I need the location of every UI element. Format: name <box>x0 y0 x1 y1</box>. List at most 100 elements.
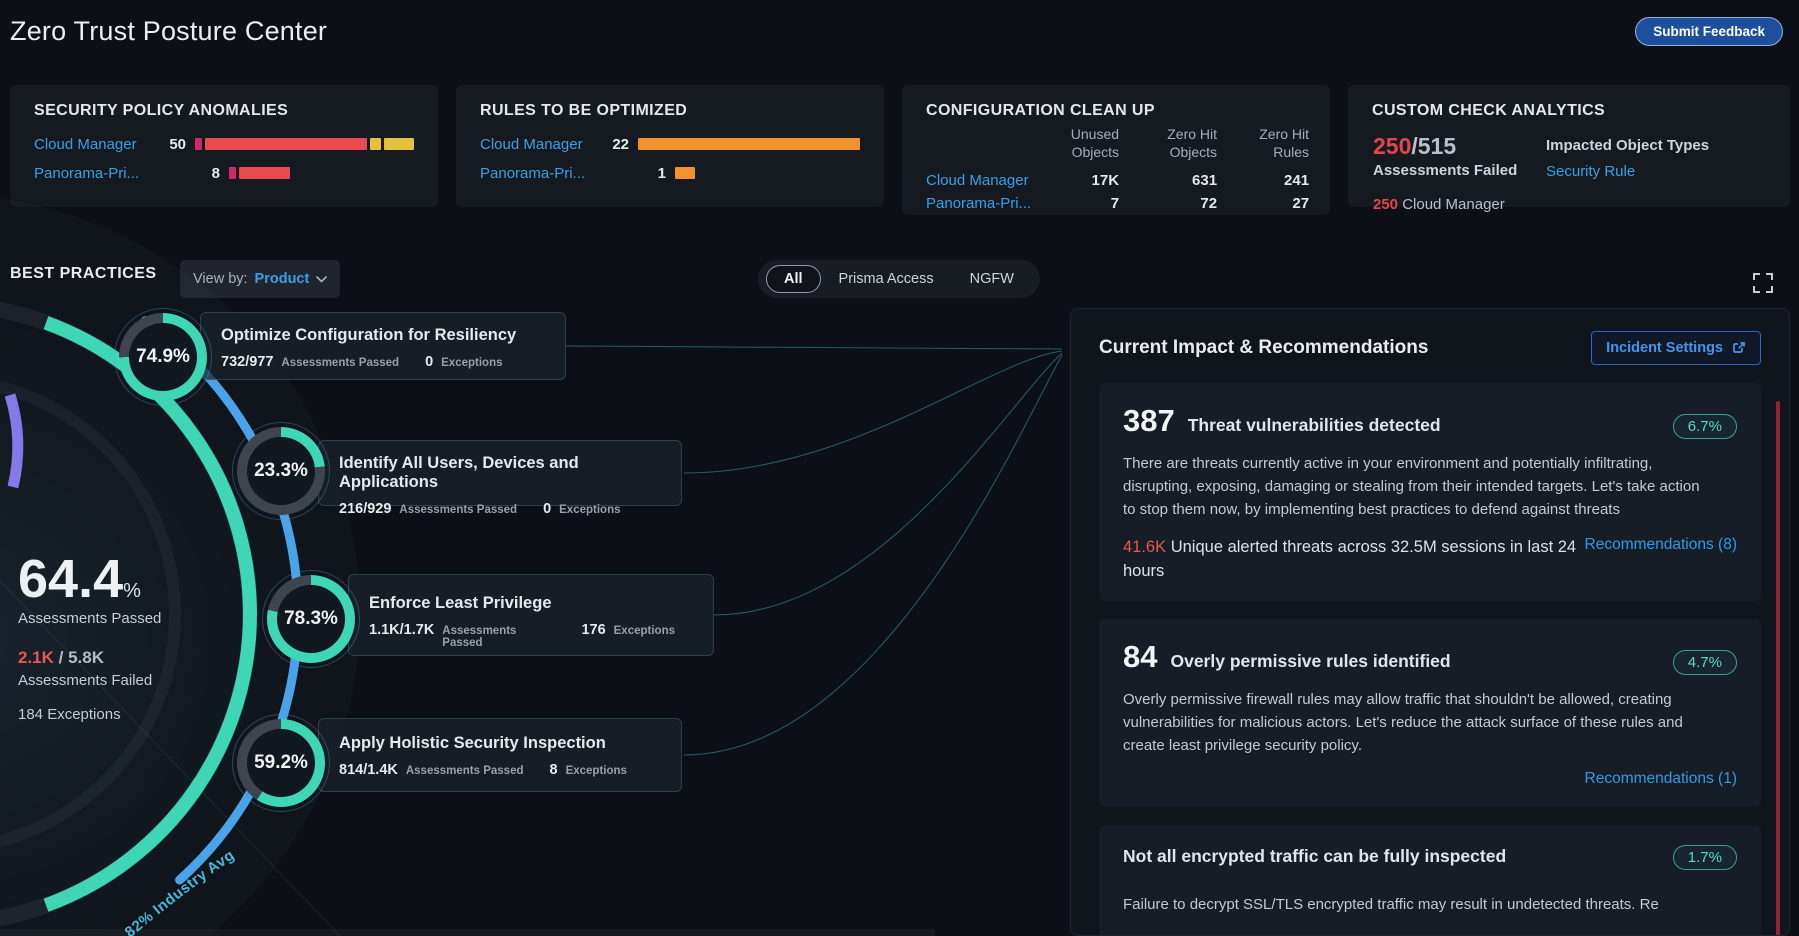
practice-ring-enforce-least-privilege: 78.3% <box>262 570 360 668</box>
configuration-clean-up-card: CONFIGURATION CLEAN UP Unused Objects Ze… <box>902 85 1330 215</box>
panorama-link[interactable]: Panorama-Pri... <box>926 195 1032 212</box>
cloud-manager-link[interactable]: Cloud Manager <box>34 135 137 153</box>
passed-ratio: 216/929 <box>339 501 392 517</box>
top-bar: Zero Trust Posture Center Submit Feedbac… <box>0 0 1799 62</box>
security-rule-link[interactable]: Security Rule <box>1546 163 1636 180</box>
bar-segment <box>195 138 202 150</box>
practice-ring-holistic-inspection: 59.2% <box>232 714 330 812</box>
impact-card-permissive-rules: 84 Overly permissive rules identified 4.… <box>1099 619 1761 807</box>
rules-count: 84 <box>1123 639 1158 674</box>
practice-title: Optimize Configuration for Resiliency <box>221 326 517 344</box>
security-policy-anomalies-card: SECURITY POLICY ANOMALIES Cloud Manager … <box>10 85 438 207</box>
impact-card-threat-vulnerabilities: 387 Threat vulnerabilities detected 6.7%… <box>1099 383 1761 601</box>
anomaly-count: 8 <box>211 164 220 182</box>
chevron-down-icon <box>316 275 328 283</box>
cloud-manager-link[interactable]: Cloud Manager <box>926 172 1029 189</box>
practice-card-enforce-least-privilege[interactable]: Enforce Least Privilege 1.1K/1.7K Assess… <box>348 574 714 656</box>
panorama-link[interactable]: Panorama-Pri... <box>480 164 586 182</box>
tab-all[interactable]: All <box>766 265 821 293</box>
col-header-zero-hit-objects: Zero Hit Objects <box>1167 126 1218 160</box>
incident-settings-button[interactable]: Incident Settings <box>1591 331 1761 365</box>
bar-segment <box>638 138 860 150</box>
passed-label: Assessments Passed <box>399 504 518 516</box>
card-title: RULES TO BE OPTIMIZED <box>480 102 688 119</box>
bar-segment <box>675 167 695 179</box>
failed-count: 250 <box>1373 133 1412 159</box>
rules-to-be-optimized-card: RULES TO BE OPTIMIZED Cloud Manager 22 P… <box>456 85 884 207</box>
passed-label: Assessments Passed <box>18 610 162 627</box>
exceptions-label: 184 Exceptions <box>18 706 121 723</box>
rules-row: Cloud Manager 22 <box>480 133 860 155</box>
card-title: SECURITY POLICY ANOMALIES <box>34 102 289 119</box>
tab-ngfw[interactable]: NGFW <box>969 271 1014 287</box>
practice-card-optimize-configuration[interactable]: Optimize Configuration for Resiliency 73… <box>200 312 566 380</box>
rules-bar <box>675 167 695 179</box>
percent-badge: 1.7% <box>1672 845 1737 870</box>
exceptions-label: Exceptions <box>559 504 621 516</box>
exceptions-count: 8 <box>549 762 558 778</box>
threat-count: 387 <box>1123 403 1175 438</box>
passed-ratio: 1.1K/1.7K <box>369 622 435 638</box>
panel-scrollbar[interactable] <box>1776 401 1780 935</box>
rules-count: 22 <box>612 135 629 153</box>
custom-check-analytics-card: CUSTOM CHECK ANALYTICS 250/515 Assessmen… <box>1348 85 1790 213</box>
impact-card-encrypted-traffic: Not all encrypted traffic can be fully i… <box>1099 825 1761 935</box>
exceptions-label: Exceptions <box>565 765 627 777</box>
practice-card-holistic-inspection[interactable]: Apply Holistic Security Inspection 814/1… <box>318 718 682 792</box>
ring-percent: 23.3% <box>247 437 315 505</box>
passed-label: Assessments Passed <box>442 625 517 649</box>
bar-segment <box>229 167 236 179</box>
impact-card-title: Not all encrypted traffic can be fully i… <box>1123 846 1507 866</box>
overall-assessment-gauge: 64.4% Assessments Passed 2.1K / 5.8K Ass… <box>18 552 161 723</box>
panorama-link[interactable]: Panorama-Pri... <box>34 164 140 182</box>
bar-segment <box>239 167 290 179</box>
percent-badge: 6.7% <box>1672 414 1737 439</box>
anomaly-count: 50 <box>169 135 186 153</box>
percent-badge: 4.7% <box>1672 650 1737 675</box>
failed-label: Assessments Failed <box>1373 162 1518 179</box>
assessments-failed-block: 250/515 Assessments Failed 250 Cloud Man… <box>1373 133 1517 213</box>
percent-sign: % <box>123 580 141 602</box>
anomaly-row: Panorama-Pri... 8 <box>34 162 414 184</box>
exceptions-count: 176 <box>581 622 606 638</box>
passed-ratio: 814/1.4K <box>339 762 398 778</box>
bar-segment <box>384 138 414 150</box>
exceptions-label: Exceptions <box>613 625 675 637</box>
submit-feedback-button[interactable]: Submit Feedback <box>1635 16 1783 46</box>
table-cell: 241 <box>1284 172 1310 189</box>
passed-label: Assessments Passed <box>281 357 400 369</box>
exceptions-count: 0 <box>425 354 434 370</box>
view-by-dropdown[interactable]: View by: Product <box>180 260 341 298</box>
anomaly-bar <box>229 167 290 179</box>
threat-highlight: 41.6K Unique alerted threats across 32.5… <box>1123 536 1585 584</box>
practice-title: Apply Holistic Security Inspection <box>339 734 606 752</box>
practice-card-identify-users[interactable]: Identify All Users, Devices and Applicat… <box>318 440 682 517</box>
exceptions-label: Exceptions <box>441 357 503 369</box>
col-header-zero-hit-rules: Zero Hit Rules <box>1259 126 1310 160</box>
practice-ring-optimize-configuration: 74.9% <box>114 308 212 406</box>
external-link-icon <box>1733 342 1745 353</box>
recommendations-link[interactable]: Recommendations (8) <box>1584 536 1737 554</box>
failed-separator: / <box>53 648 69 667</box>
bar-segment <box>205 138 367 150</box>
next-practice-card-peek <box>0 929 935 936</box>
fullscreen-expand-icon[interactable] <box>1752 272 1774 294</box>
impact-description: There are threats currently active in yo… <box>1123 455 1700 518</box>
failed-total: /515 <box>1411 133 1457 159</box>
page-title: Zero Trust Posture Center <box>10 15 328 46</box>
card-title: CONFIGURATION CLEAN UP <box>926 102 1155 119</box>
failed-label: Assessments Failed <box>18 672 153 689</box>
tab-prisma-access[interactable]: Prisma Access <box>838 271 934 287</box>
breakdown-count: 250 <box>1373 196 1399 213</box>
card-title: CUSTOM CHECK ANALYTICS <box>1372 102 1606 119</box>
incident-settings-label: Incident Settings <box>1606 340 1723 356</box>
table-cell: 27 <box>1292 195 1310 212</box>
failed-total: 5.8K <box>68 648 105 667</box>
table-cell: 631 <box>1192 172 1218 189</box>
recommendations-link[interactable]: Recommendations (1) <box>1584 770 1737 788</box>
cloud-manager-link[interactable]: Cloud Manager <box>480 135 583 153</box>
cleanup-table: Unused Objects Zero Hit Objects Zero Hit… <box>926 126 1310 215</box>
table-cell: 17K <box>1091 172 1120 189</box>
impact-description: Failure to decrypt SSL/TLS encrypted tra… <box>1123 896 1659 913</box>
col-header-unused-objects: Unused Objects <box>1070 126 1120 160</box>
